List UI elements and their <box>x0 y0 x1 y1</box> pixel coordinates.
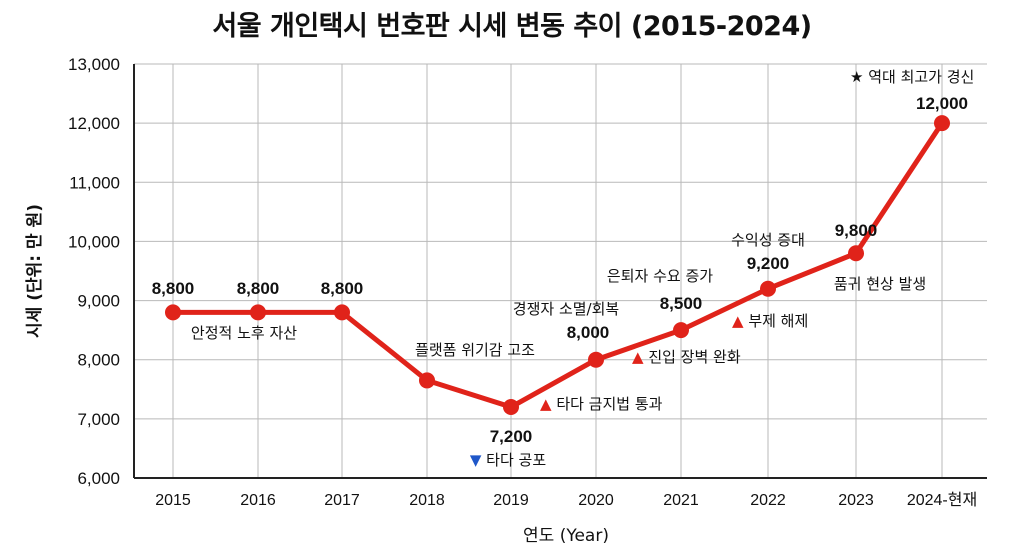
data-point <box>848 245 864 262</box>
y-tick-label: 11,000 <box>69 173 120 192</box>
x-tick-label: 2024-현재 <box>907 491 977 509</box>
data-point <box>673 322 689 339</box>
annotation-text: 경쟁자 소멸/회복 <box>513 300 619 318</box>
chart-title: 서울 개인택시 번호판 시세 변동 추이 (2015-2024) <box>212 11 812 42</box>
data-label: 12,000 <box>916 94 968 113</box>
annotation: 품귀 현상 발생 <box>834 275 926 293</box>
data-point <box>165 304 181 321</box>
annotation-text: 플랫폼 위기감 고조 <box>415 341 535 359</box>
annotation: ▲ 부제 해제 <box>732 312 808 330</box>
x-tick-label: 2021 <box>663 492 699 509</box>
x-tick-label: 2015 <box>155 492 191 509</box>
x-tick-label: 2016 <box>240 492 276 509</box>
annotation: 경쟁자 소멸/회복 <box>513 300 619 318</box>
down-triangle-icon: ▼ <box>470 451 486 469</box>
annotation-text: 타다 금지법 통과 <box>556 395 662 413</box>
star-icon: ★ <box>850 68 868 86</box>
data-label: 8,800 <box>152 279 195 298</box>
data-label: 8,800 <box>237 279 280 298</box>
x-tick-label: 2017 <box>324 492 360 509</box>
annotation: ★ 역대 최고가 경신 <box>850 68 974 86</box>
x-axis-label: 연도 (Year) <box>523 526 609 546</box>
annotation: 안정적 노후 자산 <box>191 324 297 342</box>
data-label: 8,000 <box>567 323 610 342</box>
annotation: 플랫폼 위기감 고조 <box>415 341 535 359</box>
data-point <box>334 304 350 321</box>
data-point <box>503 399 519 416</box>
axes <box>133 64 987 479</box>
x-tick-label: 2022 <box>750 492 786 509</box>
up-triangle-icon: ▲ <box>732 312 748 330</box>
annotation-text: 타다 공포 <box>486 451 546 469</box>
data-point <box>934 115 950 132</box>
up-triangle-icon: ▲ <box>632 348 648 366</box>
data-label: 9,200 <box>747 254 790 273</box>
data-point <box>419 372 435 389</box>
x-tick-label: 2018 <box>409 492 445 509</box>
annotation-text: 은퇴자 수요 증가 <box>607 267 713 285</box>
x-tick-label: 2023 <box>838 492 874 509</box>
data-point <box>250 304 266 321</box>
series-line <box>165 115 950 416</box>
data-point <box>760 280 776 297</box>
annotation-text: 부제 해제 <box>748 312 808 330</box>
annotation-text: 안정적 노후 자산 <box>191 324 297 342</box>
data-label: 9,800 <box>835 221 878 240</box>
y-axis-ticks: 6,000 7,000 8,000 9,000 10,000 11,000 12,000 13… <box>68 55 120 488</box>
annotation: ▼ 타다 공포 <box>470 451 546 469</box>
y-tick-label: 7,000 <box>77 410 120 429</box>
data-label: 7,200 <box>490 427 533 446</box>
data-point <box>588 351 604 368</box>
y-tick-label: 8,000 <box>77 351 120 370</box>
up-triangle-icon: ▲ <box>540 395 556 413</box>
y-tick-label: 10,000 <box>68 232 120 251</box>
data-label: 8,800 <box>321 279 364 298</box>
price-line <box>173 121 945 410</box>
data-label: 8,500 <box>660 294 703 313</box>
x-tick-label: 2020 <box>578 492 614 509</box>
annotation: ▲ 타다 금지법 통과 <box>540 395 663 413</box>
x-axis-ticks: 2015 2016 2017 2018 2019 2020 2021 2022 2023 2024… <box>155 491 977 509</box>
grid-lines <box>134 63 987 479</box>
annotation: 은퇴자 수요 증가 <box>607 267 713 285</box>
annotation: 수익성 증대 <box>731 231 805 249</box>
annotation-text: 진입 장벽 완화 <box>648 348 741 366</box>
annotation-text: 수익성 증대 <box>731 231 805 249</box>
annotation-text: 품귀 현상 발생 <box>834 275 926 293</box>
y-axis-label: 시세 (단위: 만 원) <box>25 204 45 338</box>
annotation-text: 역대 최고가 경신 <box>868 68 974 86</box>
data-labels: 8,800 8,800 8,800 7,200 8,000 8,500 9,200 9,800… <box>152 94 968 446</box>
y-tick-label: 12,000 <box>68 114 120 133</box>
x-tick-label: 2019 <box>493 492 529 509</box>
y-tick-label: 9,000 <box>77 292 120 311</box>
y-tick-label: 6,000 <box>77 469 120 488</box>
annotation: ▲ 진입 장벽 완화 <box>632 348 741 366</box>
y-tick-label: 13,000 <box>68 55 120 74</box>
